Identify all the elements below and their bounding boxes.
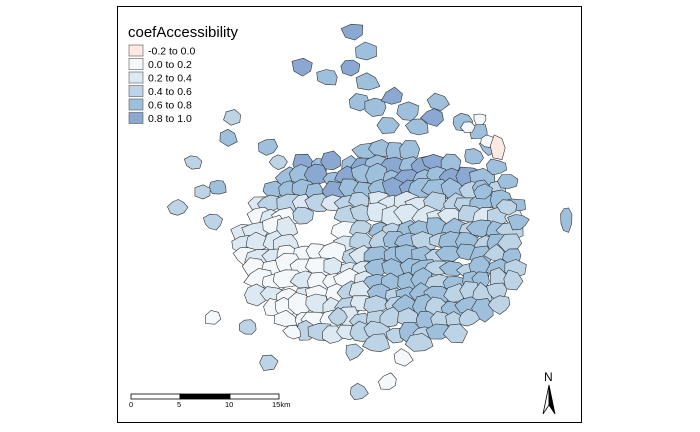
map-region [282,324,302,340]
map-region [378,372,397,390]
map-region [458,308,481,327]
map-region [489,134,506,160]
map-region [219,128,238,147]
legend-swatch [128,98,144,111]
map-region [245,231,267,253]
map-region [183,155,203,170]
map-region [380,86,403,105]
map-region [208,180,227,195]
map-region [496,199,518,216]
map-region [473,113,487,126]
legend-label: 0.4 to 0.6 [148,86,192,98]
map-region [487,295,511,315]
map-regions [167,23,573,401]
scale-segment-1 [130,393,181,400]
map-region [497,174,519,189]
legend-label: 0.8 to 1.0 [148,113,192,125]
map-region [507,214,530,231]
map-region [464,148,484,165]
map-region [355,41,377,61]
map-region [203,213,223,231]
map-region [259,354,279,371]
legend-swatch [128,71,144,84]
map-region [396,101,419,121]
map-region [205,310,222,325]
map-frame: coefAccessibility -0.2 to 0.0 0.0 to 0.2 0… [117,6,582,423]
legend-label: 0.2 to 0.4 [148,73,192,85]
map-region [291,57,313,77]
map-region [426,92,450,112]
legend-label: 0.6 to 0.8 [148,100,192,112]
map-region [194,184,211,200]
scale-bar: 0 5 10 15km [129,393,290,409]
map-region [238,319,257,335]
legend: coefAccessibility -0.2 to 0.00.0 to 0.2 0… [128,24,239,125]
map-region [393,348,414,367]
legend-swatch [128,85,144,97]
map-region [473,183,493,200]
map-region [340,59,361,77]
map-region [486,158,508,176]
scale-tick-0: 0 [129,400,133,409]
legend-label: -0.2 to 0.0 [148,46,195,58]
map-region [223,109,241,126]
map-region [460,121,476,134]
scale-tick-15: 15km [272,400,290,409]
legend-label: 0.0 to 0.2 [148,59,192,71]
map-region [420,108,444,127]
north-arrow-icon: N [542,370,556,415]
map-region [327,307,348,327]
legend-swatch [128,58,144,70]
map-region [257,138,279,156]
legend-title: coefAccessibility [128,24,239,41]
map-region [442,323,468,344]
map-region [345,343,364,361]
north-label: N [544,370,553,384]
map-region [560,207,573,233]
map-region [273,309,299,327]
scale-tick-5: 5 [177,400,181,409]
map-region [404,333,434,352]
map-region [320,150,341,171]
map-region [376,117,400,134]
scale-tick-10: 10 [225,400,233,409]
map-region [349,382,369,401]
map-region [292,206,314,225]
scale-segment-2 [179,393,231,400]
map-region [316,69,338,86]
scale-segment-3 [229,393,280,400]
legend-swatch [128,112,144,124]
map-region [268,154,288,171]
map-canvas: coefAccessibility -0.2 to 0.00.0 to 0.2 0… [128,23,573,415]
map-region [167,199,189,216]
map-region [355,72,381,91]
map-region [404,118,429,136]
map-region [503,269,524,291]
map-region [362,333,391,353]
legend-swatch [128,44,144,57]
map-region [340,23,364,41]
